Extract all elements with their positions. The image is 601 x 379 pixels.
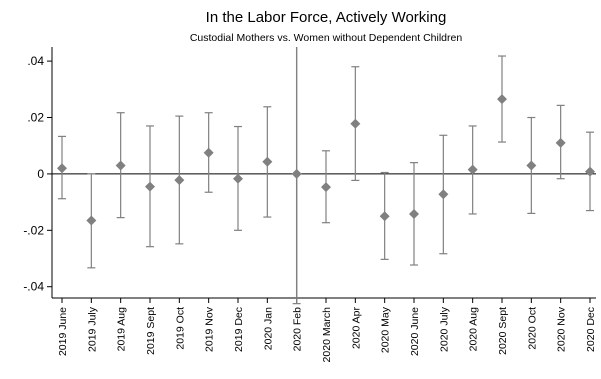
x-tick-label: 2019 June bbox=[57, 307, 69, 356]
x-tick-label: 2020 Nov bbox=[556, 306, 568, 352]
x-tick-label: 2019 Dec bbox=[233, 307, 245, 352]
x-tick-label: 2020 Jan bbox=[262, 307, 274, 350]
point-estimate-marker bbox=[86, 215, 97, 226]
x-tick-label: 2020 Sept bbox=[497, 307, 509, 355]
y-tick-label: .02 bbox=[27, 111, 44, 125]
y-tick-label: -.04 bbox=[23, 280, 44, 294]
x-tick-label: 2020 May bbox=[380, 306, 392, 353]
x-tick-label: 2020 June bbox=[409, 307, 421, 356]
point-estimate-marker bbox=[555, 137, 566, 148]
chart-title: In the Labor Force, Actively Working bbox=[206, 9, 447, 26]
point-estimate-marker bbox=[379, 211, 390, 222]
y-tick-label: -.02 bbox=[23, 223, 44, 237]
x-tick-label: 2019 Sept bbox=[145, 307, 157, 355]
x-tick-label: 2020 July bbox=[438, 306, 450, 352]
y-tick-label: 0 bbox=[37, 167, 44, 181]
point-estimate-marker bbox=[57, 163, 67, 174]
point-estimate-marker bbox=[350, 118, 361, 129]
x-tick-label: 2020 Oct bbox=[526, 307, 538, 350]
x-tick-label: 2020 Apr bbox=[350, 307, 362, 350]
chart-subtitle: Custodial Mothers vs. Women without Depe… bbox=[190, 32, 463, 44]
x-tick-label: 2019 Aug bbox=[116, 307, 128, 352]
point-estimate-marker bbox=[497, 94, 507, 105]
x-tick-label: 2019 Oct bbox=[174, 307, 186, 350]
x-tick-label: 2020 Dec bbox=[585, 307, 597, 352]
point-estimate-marker bbox=[145, 181, 155, 192]
x-tick-label: 2020 Feb bbox=[292, 307, 304, 352]
plot-area: -.04 -.02 0 .02 .04 2019 June 2019 July 2019 Au… bbox=[23, 47, 597, 362]
point-estimate-marker bbox=[585, 166, 595, 177]
x-tick-label: 2020 March bbox=[321, 307, 333, 363]
point-estimate-marker bbox=[526, 160, 537, 171]
point-estimate-marker bbox=[233, 173, 243, 184]
y-tick-label: .04 bbox=[27, 54, 44, 68]
point-estimate-marker bbox=[203, 147, 214, 158]
point-estimate-marker bbox=[174, 175, 185, 186]
point-estimate-marker bbox=[262, 156, 273, 167]
point-estimate-marker bbox=[467, 164, 478, 175]
x-tick-label: 2019 July bbox=[86, 306, 98, 352]
x-tick-label: 2019 Nov bbox=[204, 306, 216, 352]
point-estimate-marker bbox=[291, 168, 302, 179]
point-estimate-marker bbox=[438, 189, 449, 200]
point-estimate-marker bbox=[409, 208, 419, 219]
point-estimate-marker bbox=[321, 182, 331, 193]
point-estimate-marker bbox=[115, 160, 126, 171]
x-tick-label: 2020 Aug bbox=[468, 307, 480, 352]
